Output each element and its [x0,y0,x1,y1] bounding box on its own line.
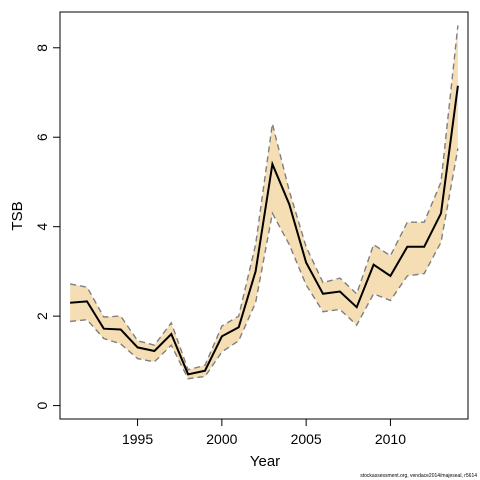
confidence-band [70,25,458,379]
y-tick-label: 0 [34,401,50,409]
x-tick-label: 2000 [206,431,237,447]
y-tick-label: 2 [34,312,50,320]
y-tick-label: 6 [34,133,50,141]
y-axis-title: TSB [9,201,26,230]
plot-area [59,11,469,420]
x-axis: 1995 2000 2005 2010 [122,419,406,447]
tsb-estimate-line [70,85,459,376]
credit-text: stockassessment.org, vendace2014/majesea… [360,473,477,479]
x-tick-label: 2005 [291,431,322,447]
upper-bound-line [69,25,459,371]
y-axis: 0 2 4 6 8 [34,44,60,409]
y-tick-label: 4 [34,223,50,231]
x-axis-title: Year [250,453,280,470]
lower-bound-line [70,148,459,380]
y-tick-label: 8 [34,44,50,52]
plot-frame [59,11,469,420]
x-tick-label: 1995 [122,431,153,447]
x-tick-label: 2010 [375,431,406,447]
